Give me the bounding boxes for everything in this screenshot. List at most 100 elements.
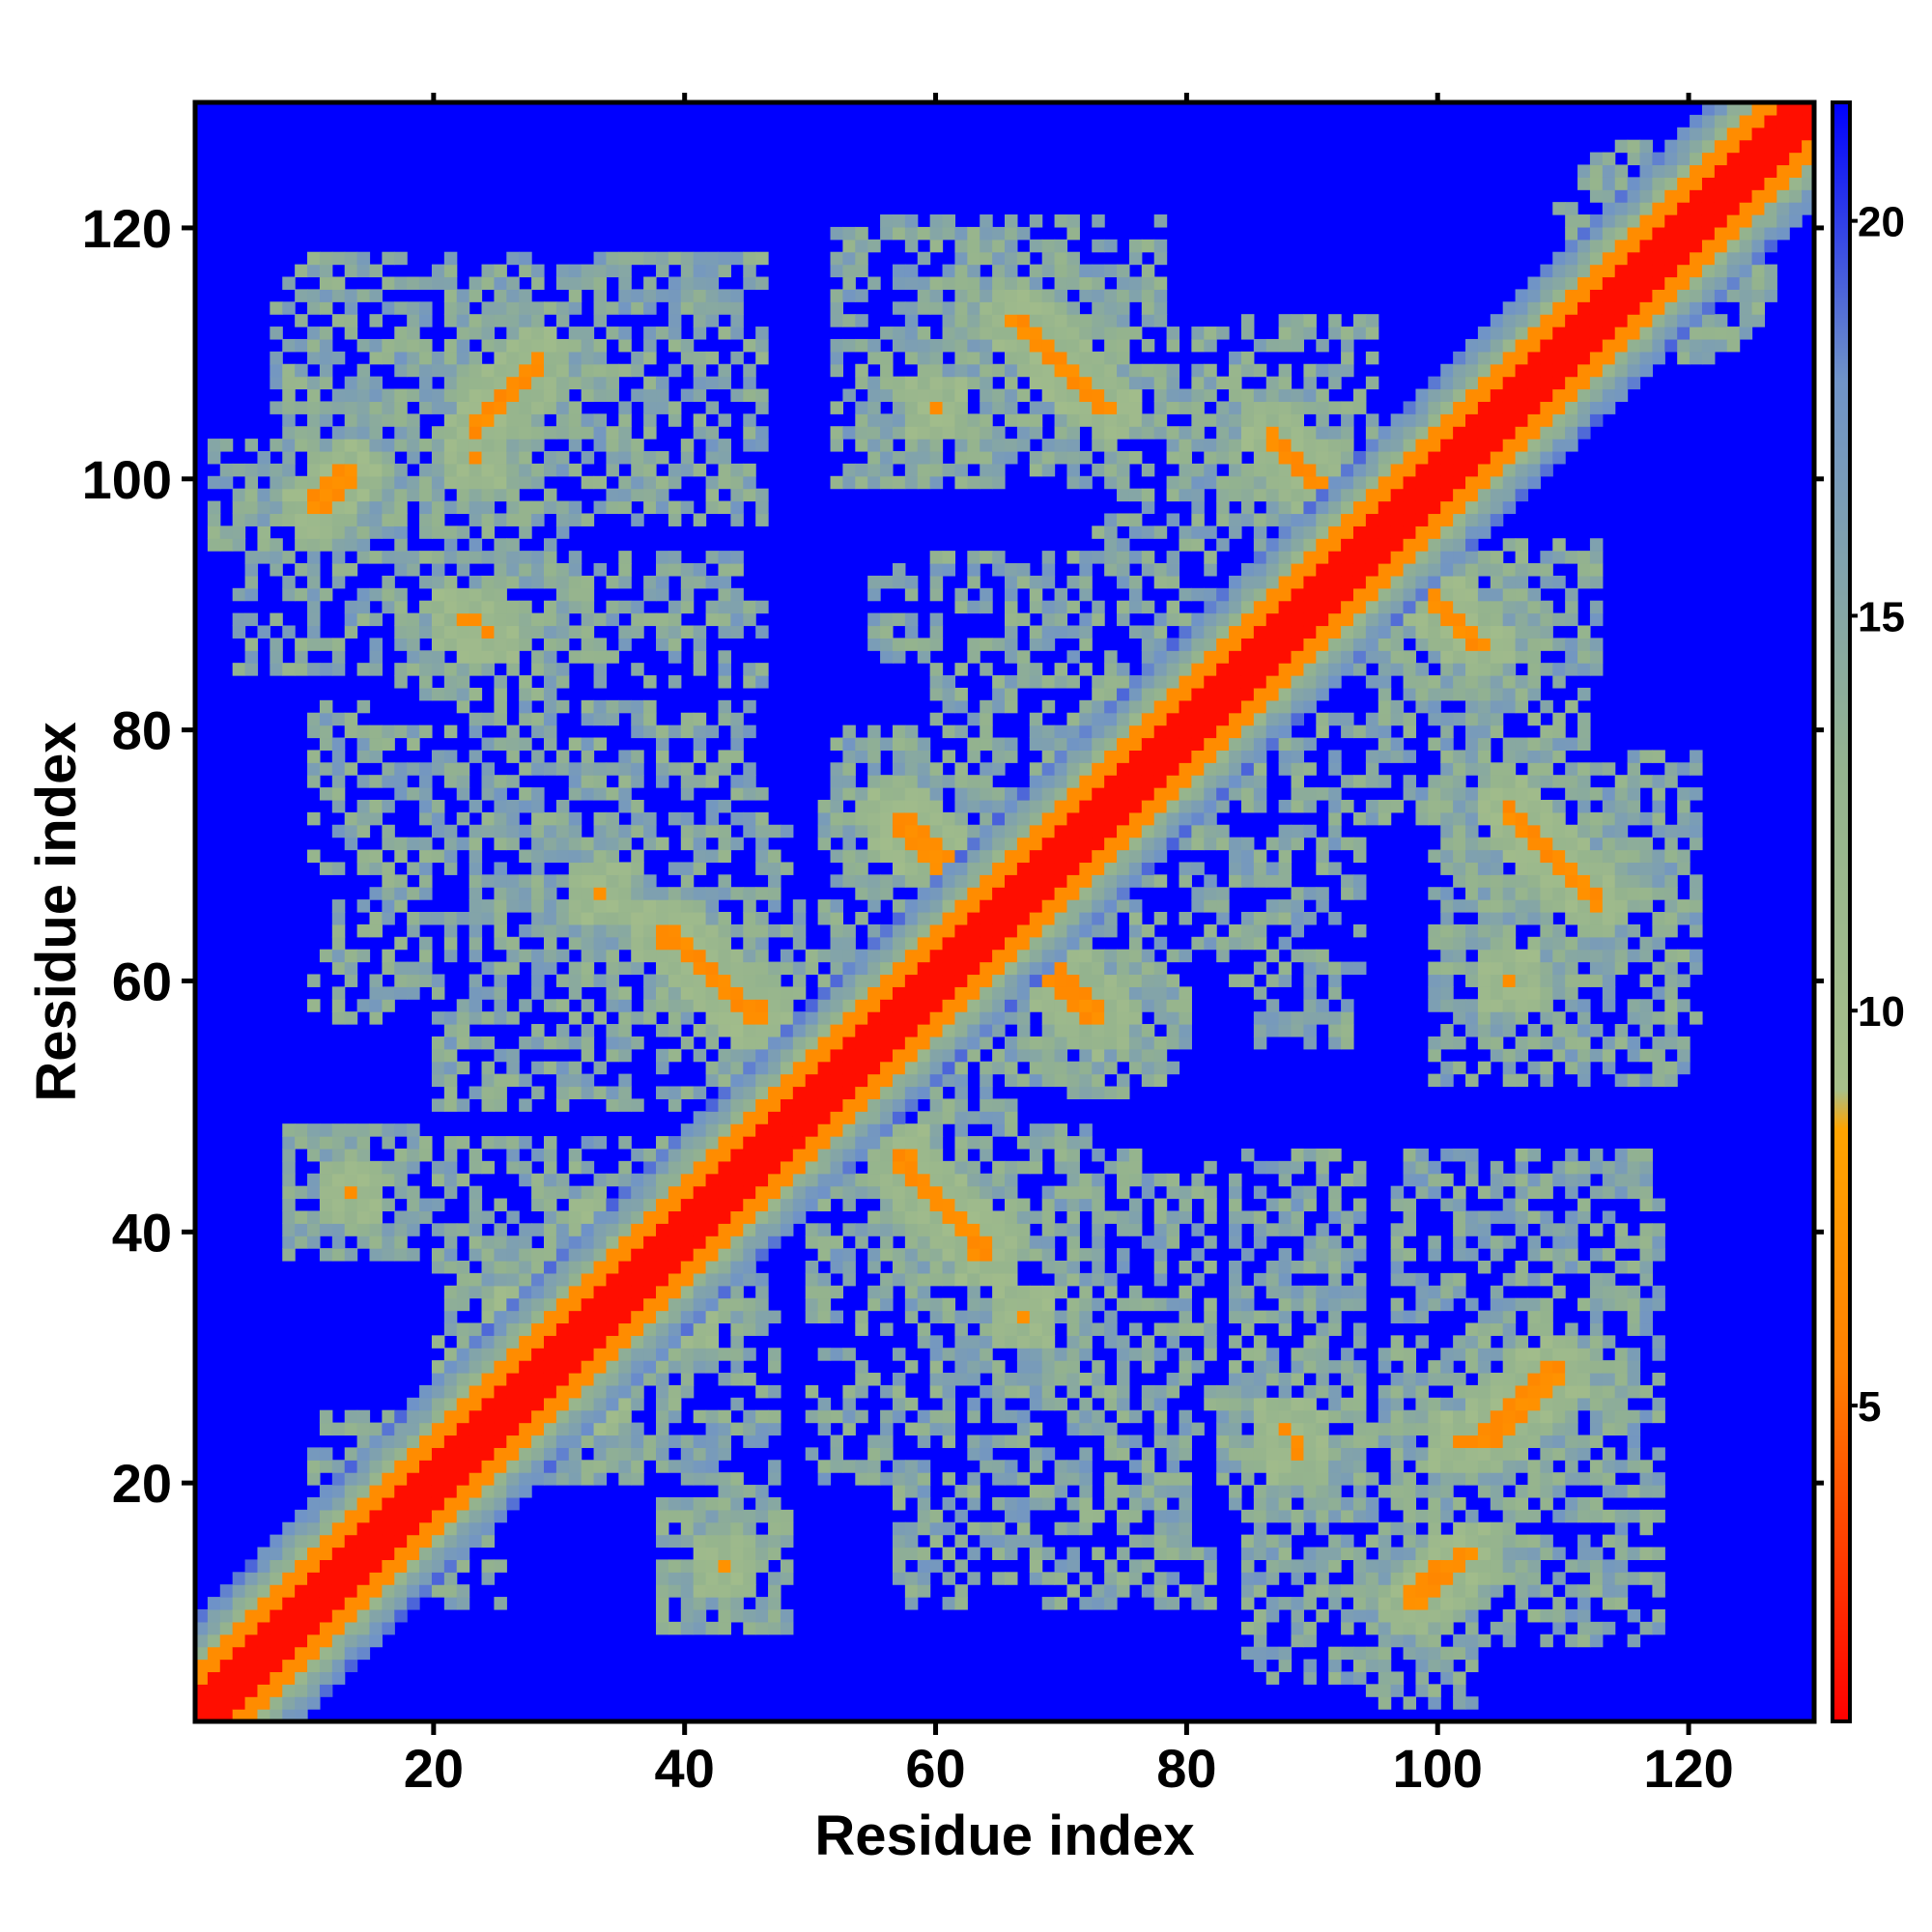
heatmap-cell: [618, 475, 632, 490]
heatmap-cell: [1079, 1198, 1093, 1212]
heatmap-cell: [992, 1111, 1006, 1124]
heatmap-cell: [904, 388, 919, 403]
heatmap-cell: [593, 376, 608, 390]
heatmap-cell: [1104, 1310, 1118, 1324]
heatmap-cell: [331, 475, 346, 490]
heatmap-cell: [1104, 1335, 1118, 1349]
heatmap-cell: [543, 936, 557, 951]
heatmap-cell: [369, 1460, 383, 1473]
heatmap-cell: [780, 961, 794, 976]
heatmap-cell: [643, 824, 657, 838]
heatmap-cell: [705, 612, 720, 627]
heatmap-cell: [319, 1684, 333, 1697]
heatmap-cell: [718, 1024, 731, 1037]
heatmap-cell: [307, 1621, 321, 1635]
heatmap-cell: [506, 426, 520, 440]
heatmap-cell: [1092, 612, 1105, 627]
heatmap-cell: [842, 999, 856, 1012]
heatmap-cell: [431, 1173, 445, 1187]
heatmap-cell: [954, 663, 968, 676]
heatmap-cell: [1128, 1435, 1143, 1448]
heatmap-cell: [1104, 712, 1118, 726]
heatmap-cell: [992, 289, 1006, 302]
heatmap-cell: [680, 1584, 695, 1598]
heatmap-cell: [743, 1584, 756, 1598]
heatmap-cell: [407, 862, 420, 875]
heatmap-cell: [880, 799, 894, 813]
heatmap-cell: [929, 1559, 944, 1573]
heatmap-cell: [768, 974, 781, 987]
heatmap-cell: [1128, 327, 1143, 340]
heatmap-cell: [369, 1123, 383, 1137]
heatmap-cell: [656, 450, 669, 465]
heatmap-cell: [867, 1210, 881, 1224]
heatmap-cell: [942, 1472, 956, 1486]
heatmap-cell: [1005, 1435, 1018, 1448]
heatmap-cell: [1041, 1447, 1056, 1461]
heatmap-cell: [992, 1373, 1006, 1386]
heatmap-cell: [743, 1621, 756, 1635]
heatmap-cell: [1104, 961, 1118, 976]
heatmap-cell: [1054, 1485, 1068, 1498]
heatmap-cell: [1029, 625, 1043, 639]
heatmap-cell: [1005, 787, 1018, 801]
heatmap-cell: [792, 1198, 807, 1212]
heatmap-cell: [394, 675, 408, 689]
heatmap-cell: [469, 551, 483, 564]
heatmap-cell: [929, 612, 944, 627]
heatmap-cell: [892, 862, 906, 875]
heatmap-cell: [543, 1460, 557, 1473]
heatmap-cell: [1066, 338, 1080, 353]
heatmap-cell: [880, 974, 894, 987]
heatmap-cell: [1029, 426, 1043, 440]
heatmap-cell: [282, 276, 296, 290]
heatmap-cell: [842, 426, 856, 440]
heatmap-cell: [954, 226, 968, 241]
heatmap-cell: [1016, 1335, 1031, 1349]
heatmap-cell: [917, 762, 931, 776]
heatmap-cell: [1079, 587, 1093, 602]
heatmap-cell: [954, 1260, 968, 1274]
heatmap-cell: [618, 874, 632, 888]
heatmap-cell: [481, 575, 496, 589]
heatmap-cell: [904, 638, 919, 651]
heatmap-cell: [506, 750, 520, 763]
heatmap-cell: [1016, 1384, 1031, 1399]
heatmap-cell: [1141, 650, 1155, 664]
heatmap-cell: [1128, 936, 1143, 951]
heatmap-cell: [1079, 1460, 1093, 1473]
heatmap-cell: [593, 849, 608, 864]
heatmap-cell: [319, 1148, 333, 1162]
heatmap-cell: [917, 1422, 931, 1436]
heatmap-cell: [743, 1210, 756, 1224]
heatmap-cell: [718, 1422, 731, 1436]
heatmap-cell: [494, 650, 507, 664]
heatmap-cell: [407, 1509, 420, 1523]
heatmap-cell: [369, 1198, 383, 1212]
heatmap-cell: [543, 426, 557, 440]
heatmap-cell: [830, 1136, 843, 1150]
heatmap-cell: [867, 1036, 881, 1050]
heatmap-cell: [1141, 625, 1155, 639]
heatmap-cell: [1128, 1460, 1143, 1473]
heatmap-cell: [382, 1236, 395, 1249]
heatmap-cell: [419, 276, 433, 290]
heatmap-cell: [344, 712, 358, 726]
heatmap-cell: [618, 1422, 632, 1436]
heatmap-cell: [568, 1322, 582, 1336]
heatmap-cell: [618, 887, 632, 900]
heatmap-cell: [1128, 1048, 1143, 1063]
heatmap-cell: [668, 724, 682, 739]
heatmap-cell: [1066, 1521, 1080, 1536]
heatmap-cell: [942, 214, 956, 228]
heatmap-cell: [992, 1210, 1006, 1224]
heatmap-cell: [1104, 923, 1118, 938]
heatmap-cell: [929, 849, 944, 864]
heatmap-cell: [917, 787, 931, 801]
heatmap-cell: [1029, 289, 1043, 302]
heatmap-cell: [1141, 1397, 1155, 1411]
heatmap-cell: [942, 724, 956, 739]
heatmap-cell: [1029, 762, 1043, 776]
heatmap-cell: [867, 1460, 881, 1473]
heatmap-cell: [469, 413, 483, 427]
